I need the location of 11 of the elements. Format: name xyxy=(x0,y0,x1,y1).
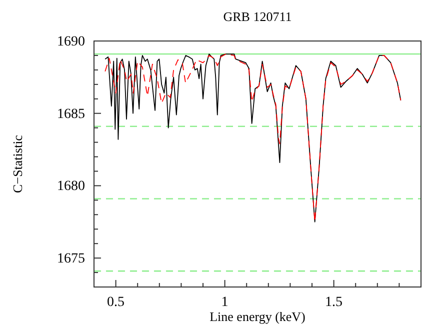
x-tick-label: 0.5 xyxy=(107,294,125,310)
x-tick-label: 1.5 xyxy=(325,294,343,310)
y-tick-label: 1685 xyxy=(57,106,85,122)
y-tick-label: 1675 xyxy=(57,252,85,267)
y-tick-label: 1690 xyxy=(57,34,85,50)
y-tick-label: 1680 xyxy=(57,179,85,194)
x-tick-label: 1 xyxy=(221,294,228,310)
chart-title: GRB 120711 xyxy=(223,9,292,24)
y-axis-title: C−Statistic xyxy=(10,134,25,193)
x-axis-title: Line energy (keV) xyxy=(210,309,306,324)
line-series xyxy=(104,54,402,222)
